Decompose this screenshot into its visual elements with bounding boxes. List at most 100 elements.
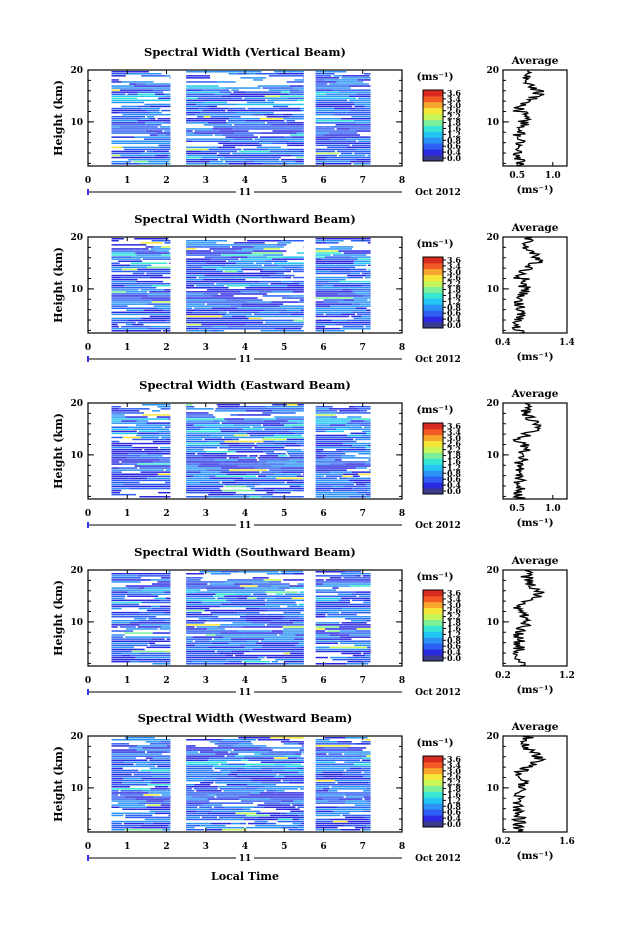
heatmap-cell (186, 128, 213, 130)
heatmap-cell (245, 767, 262, 770)
heatmap-cell (231, 89, 239, 91)
heatmap-cell (111, 581, 141, 583)
heatmap-cell (315, 412, 336, 414)
heatmap-cell (203, 116, 211, 118)
heatmap-cell (215, 459, 239, 461)
heatmap-cell (289, 473, 301, 475)
heatmap-cell (111, 406, 121, 408)
heatmap-cell (125, 814, 153, 817)
heatmap-cell (290, 134, 304, 136)
heatmap-cell (327, 156, 369, 159)
heatmap-cell (340, 829, 361, 831)
heatmap-cell (324, 747, 348, 749)
heatmap-cell (245, 786, 265, 788)
heatmap-cell (337, 806, 371, 808)
heatmap-cell (254, 753, 261, 755)
heatmap-cell (346, 111, 370, 114)
heatmap-cell (111, 483, 123, 486)
heatmap-cell (228, 457, 239, 459)
heatmap-cell (252, 120, 285, 122)
heatmap-cell (345, 571, 362, 573)
heatmap-cell (111, 630, 134, 632)
heatmap-cell (186, 418, 225, 420)
heatmap-cell (220, 467, 255, 469)
heatmap-cell (214, 71, 234, 73)
heatmap-cell (338, 91, 371, 93)
heatmap-cell (355, 293, 369, 295)
colorbar-swatch (423, 797, 443, 804)
heatmap-cell (278, 264, 304, 267)
heatmap-cell (282, 618, 304, 620)
heatmap-cell (121, 105, 139, 108)
heatmap-cell (348, 603, 371, 606)
heatmap-cell (143, 138, 171, 140)
heatmap-cell (300, 107, 304, 110)
heatmap-cell (355, 158, 371, 161)
y-tick-label: 10 (70, 618, 83, 628)
heatmap-cell (215, 408, 251, 410)
x-tick-label: 0 (85, 176, 91, 186)
heatmap-cell (186, 148, 209, 151)
heatmap-cell (111, 790, 119, 792)
heatmap-cell (145, 246, 154, 248)
heatmap-cell (111, 601, 142, 604)
heatmap-cell (263, 451, 275, 453)
heatmap-cell (159, 256, 171, 258)
heatmap-cell (323, 301, 339, 303)
heatmap-cell (223, 782, 262, 784)
heatmap-cell (216, 777, 251, 780)
heatmap-cell (150, 248, 171, 250)
heatmap-cell (281, 266, 289, 269)
heatmap-cell (205, 272, 246, 275)
heatmap-cell (147, 477, 166, 480)
heatmap-cell (315, 81, 337, 83)
heatmap-cell (253, 79, 263, 81)
heatmap-cell (243, 660, 270, 663)
heatmap-cell (290, 85, 304, 87)
heatmap-cell (358, 140, 371, 142)
heatmap-cell (209, 248, 243, 250)
heatmap-cell (284, 660, 304, 663)
heatmap-cell (219, 428, 244, 430)
heatmap-cell (111, 739, 153, 741)
heatmap-cell (336, 428, 349, 430)
colorbar-tick-label: 0.6 (447, 474, 461, 484)
heatmap-cell (342, 609, 365, 612)
heatmap-cell (315, 315, 350, 318)
heatmap-cell (315, 597, 341, 600)
heatmap-cell (315, 493, 352, 496)
heatmap-cell (186, 769, 214, 772)
heatmap-cell (327, 630, 340, 632)
heatmap-cell (186, 628, 208, 630)
heatmap-cell (286, 451, 304, 453)
heatmap-cell (244, 755, 278, 757)
heatmap-cell (230, 751, 269, 753)
heatmap-cell (220, 430, 239, 433)
heatmap-cell (150, 579, 171, 581)
heatmap-cell (216, 283, 231, 285)
heatmap-cell (303, 313, 304, 316)
heatmap-cell (226, 599, 265, 602)
heatmap-cell (233, 749, 273, 751)
heatmap-cell (261, 471, 272, 473)
heatmap-cell (299, 283, 304, 285)
heatmap-cell (368, 268, 371, 271)
heatmap-cell (186, 130, 193, 132)
heatmap-cell (315, 595, 357, 597)
heatmap-cell (224, 806, 255, 808)
heatmap-cell (198, 276, 221, 279)
heatmap-cell (234, 479, 275, 482)
heatmap-cell (214, 638, 231, 640)
heatmap-cell (218, 479, 235, 482)
heatmap-cell (353, 757, 363, 759)
heatmap-cell (315, 806, 338, 808)
heatmap-cell (148, 618, 169, 620)
heatmap-cell (186, 638, 213, 640)
heatmap-cell (186, 440, 208, 443)
heatmap-cell (258, 291, 273, 293)
heatmap-cell (210, 116, 241, 118)
heatmap-cell (121, 461, 154, 463)
heatmap-cell (111, 97, 138, 100)
heatmap-cell (330, 138, 347, 140)
heatmap-cell (265, 597, 276, 600)
